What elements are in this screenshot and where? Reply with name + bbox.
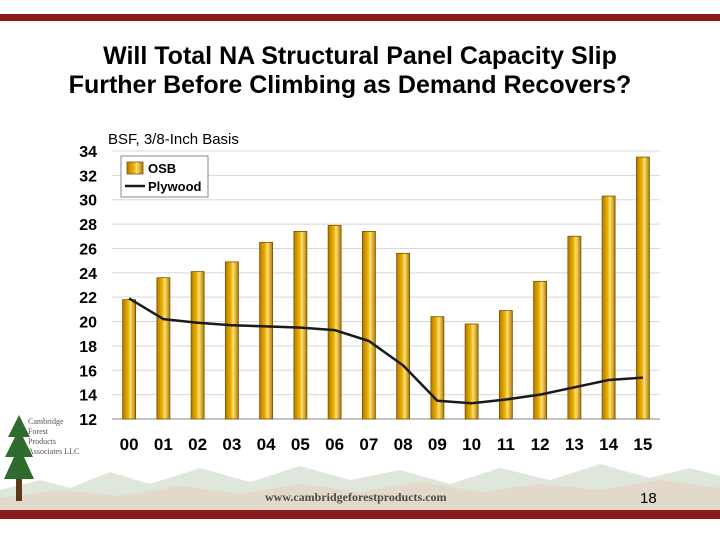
plywood-line: [128, 297, 643, 405]
x-tick-label: 12: [531, 435, 550, 454]
slide-title: Will Total NA Structural Panel Capacity …: [0, 42, 720, 100]
osb-bar: [533, 280, 548, 420]
legend-osb-swatch: [126, 161, 144, 175]
osb-bar: [156, 277, 171, 420]
logo-line-2: Forest: [28, 427, 48, 436]
title-line-1: Will Total NA Structural Panel Capacity …: [103, 42, 617, 70]
tree-logo-icon: [4, 415, 34, 501]
plywood-line-group: [128, 297, 643, 405]
y-axis-ticks: 12 14 16 18 20 22 24 26 28 30 32 34: [79, 144, 97, 429]
osb-bar: [430, 316, 445, 420]
osb-bar: [464, 323, 479, 420]
x-tick-label: 02: [188, 435, 207, 454]
x-tick-label: 13: [565, 435, 584, 454]
chart-legend: OSB Plywood: [120, 155, 209, 198]
osb-bars: [122, 156, 650, 420]
osb-bar: [396, 252, 411, 420]
footer-hills-decoration: [0, 464, 720, 510]
legend-box: [120, 155, 209, 198]
y-tick-label: 26: [79, 241, 97, 258]
osb-bar: [190, 271, 205, 420]
logo-line-4: Associates LLC: [28, 447, 80, 456]
x-tick-label: 10: [462, 435, 481, 454]
osb-bar: [601, 195, 616, 420]
y-tick-label: 16: [79, 363, 97, 380]
osb-bar: [361, 230, 376, 420]
x-tick-label: 14: [599, 435, 618, 454]
x-axis-ticks: 00 01 02 03 04 05 06 07 08 09 10 11 12 13 14 15: [120, 435, 653, 454]
y-tick-label: 18: [79, 339, 97, 356]
y-tick-label: 22: [79, 290, 97, 307]
y-tick-label: 32: [79, 168, 97, 185]
x-tick-label: 04: [257, 435, 276, 454]
top-accent-bar: [0, 14, 720, 21]
y-tick-label: 34: [79, 144, 97, 161]
logo-line-3: Products: [28, 437, 56, 446]
y-tick-label: 14: [79, 388, 97, 405]
x-tick-label: 09: [428, 435, 447, 454]
x-tick-label: 03: [222, 435, 241, 454]
osb-bar: [259, 241, 274, 420]
title-line-2: Further Before Climbing as Demand Recove…: [68, 71, 632, 99]
x-tick-label: 05: [291, 435, 310, 454]
logo-line-1: Cambridge: [28, 417, 64, 426]
x-tick-label: 08: [394, 435, 413, 454]
x-tick-label: 07: [359, 435, 378, 454]
y-tick-label: 12: [79, 412, 97, 429]
x-tick-label: 06: [325, 435, 344, 454]
footer-url: www.cambridgeforestproducts.com: [265, 490, 447, 504]
osb-bar: [122, 299, 137, 420]
y-tick-label: 24: [79, 266, 97, 283]
legend-osb-label: OSB: [148, 161, 176, 176]
osb-bar: [293, 230, 308, 420]
osb-bar: [498, 310, 513, 420]
y-tick-label: 30: [79, 193, 97, 210]
osb-bar: [635, 156, 650, 420]
logo-text: Cambridge Forest Products Associates LLC: [28, 417, 79, 457]
osb-bar: [327, 224, 342, 420]
unit-label: BSF, 3/8-Inch Basis: [108, 131, 239, 148]
osb-bar: [224, 261, 239, 420]
x-tick-label: 00: [120, 435, 139, 454]
x-tick-label: 01: [154, 435, 173, 454]
osb-bar: [567, 235, 582, 420]
legend-plywood-label: Plywood: [148, 179, 202, 194]
y-tick-label: 28: [79, 217, 97, 234]
x-tick-label: 15: [633, 435, 652, 454]
x-tick-label: 11: [497, 435, 515, 454]
y-tick-label: 20: [79, 315, 97, 332]
bottom-accent-bar: [0, 510, 720, 519]
page-number: 18: [640, 490, 657, 507]
